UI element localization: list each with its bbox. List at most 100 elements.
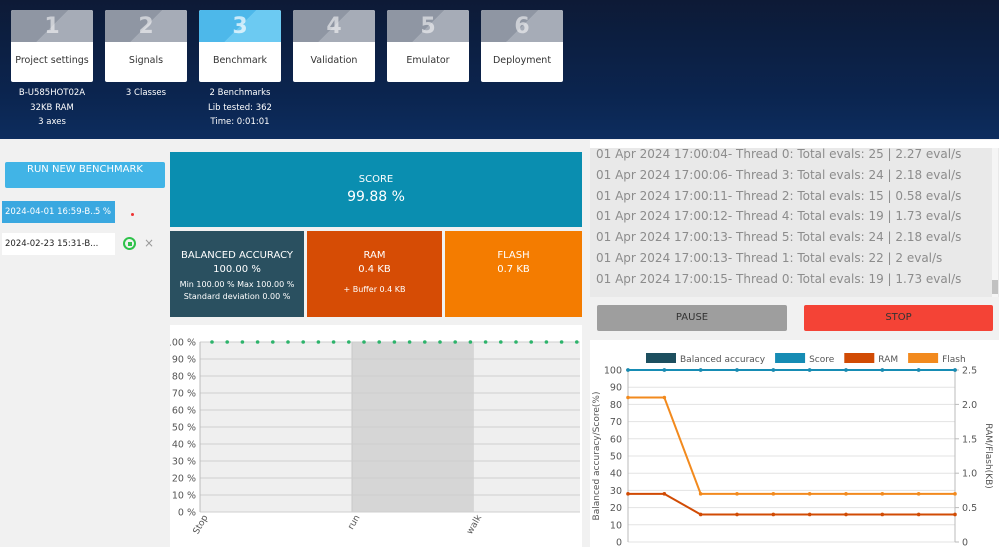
x-tick-label: walk	[465, 513, 484, 537]
y2-tick-label: 1.0	[962, 469, 977, 480]
y-tick-label: 70	[610, 417, 622, 428]
y2-tick-label: 2.0	[962, 400, 977, 411]
step-number: 1	[11, 10, 93, 42]
data-point	[953, 512, 957, 517]
data-point	[499, 340, 503, 344]
data-point	[807, 492, 812, 496]
y-tick-label: 0	[616, 538, 622, 547]
y-tick-label: 100 %	[170, 338, 196, 349]
data-point	[916, 492, 921, 496]
log-line: 01 Apr 2024 17:00:04- Thread 0: Total ev…	[596, 148, 962, 161]
series-line	[628, 492, 955, 516]
y2-tick-label: 0.5	[962, 503, 977, 514]
step-detail: B-U585HOT02A	[18, 88, 86, 98]
y-tick-label: 90	[610, 383, 622, 394]
data-point	[453, 340, 458, 344]
data-point	[844, 492, 848, 496]
ram-title: RAM	[363, 250, 386, 261]
flash-value: 0.7 KB	[497, 264, 530, 275]
y-tick-label: 100	[604, 366, 622, 377]
data-point	[407, 340, 412, 344]
step-card[interactable]: 6 Deployment	[481, 10, 563, 82]
y-tick-label: 80 %	[172, 372, 196, 383]
y-tick-label: 60 %	[172, 406, 196, 417]
data-point	[807, 512, 812, 517]
delete-icon[interactable]: ×	[144, 236, 155, 250]
legend-label: Flash	[942, 355, 966, 365]
step-detail: Lib tested: 362	[208, 102, 272, 113]
log-panel: 01 Apr 2024 17:00:04- Thread 0: Total ev…	[590, 148, 999, 297]
y-axis-title: Balanced accuracy/Score(%)	[592, 392, 602, 521]
y2-tick-label: 2.5	[962, 366, 977, 377]
status-dot	[131, 213, 134, 216]
step-number: 5	[387, 10, 469, 42]
data-point	[210, 340, 214, 344]
pause-button[interactable]: PAUSE	[597, 305, 787, 331]
y2-axis-title: RAM/Flash(KB)	[983, 423, 993, 489]
y-tick-label: 60	[610, 434, 622, 445]
done-icon-dot	[127, 241, 132, 246]
y-tick-label: 50 %	[172, 423, 196, 434]
y-tick-label: 90 %	[172, 355, 196, 366]
data-point	[698, 512, 703, 517]
log-line: 01 Apr 2024 17:00:13- Thread 5: Total ev…	[596, 230, 962, 245]
step-number: 3	[199, 10, 281, 42]
step-label: Validation	[310, 55, 358, 66]
ram-buffer: + Buffer 0.4 KB	[343, 285, 406, 294]
benchmark-label: 2024-02-23 15:31-B...	[5, 239, 99, 249]
stop-button[interactable]: STOP	[804, 305, 993, 331]
step-card[interactable]: 5 Emulator	[387, 10, 469, 82]
run-button[interactable]: RUN NEW BENCHMARK	[5, 162, 165, 188]
data-point	[514, 340, 518, 344]
flash-card: FLASH 0.7 KB	[445, 231, 582, 317]
step-number: 4	[293, 10, 375, 42]
data-point	[559, 340, 564, 344]
benchmark-item[interactable]: 2024-02-23 15:31-B...	[2, 233, 115, 255]
benchmark-item[interactable]: 2024-04-01 16:59-B... 5 %	[2, 201, 115, 223]
y-tick-label: 20 %	[172, 474, 196, 485]
data-point	[698, 368, 703, 372]
data-point	[735, 512, 739, 517]
legend-label: Balanced accuracy	[680, 355, 766, 365]
y2-tick-label: 0	[962, 538, 968, 547]
class-accuracy-chart: 0 % 10 % 20 % 30 % 40 % 50 % 60 % 70 % 80 % 90 % 1…	[170, 325, 582, 547]
data-point	[953, 368, 957, 372]
data-point	[240, 340, 245, 344]
data-point	[880, 512, 885, 517]
accuracy-title: BALANCED ACCURACY	[180, 250, 294, 261]
step-label: Signals	[128, 55, 164, 66]
step-card[interactable]: 4 Validation	[293, 10, 375, 82]
data-point	[771, 492, 776, 496]
data-point	[698, 492, 703, 496]
data-point	[392, 340, 397, 344]
benchmark-label: 2024-04-01 16:59-B...	[5, 207, 99, 217]
benchmark-progress: 5 %	[94, 207, 111, 217]
legend-swatch	[775, 353, 806, 363]
data-point	[529, 340, 533, 344]
data-point	[377, 340, 381, 344]
y-tick-label: 70 %	[172, 389, 196, 400]
step-card[interactable]: 2 Signals	[105, 10, 187, 82]
accuracy-value: 100.00 %	[213, 264, 261, 275]
score-card: SCORE 99.88 %	[170, 152, 582, 227]
data-point	[735, 368, 739, 372]
ram-card: RAM 0.4 KB + Buffer 0.4 KB	[307, 231, 442, 317]
step-detail: 2 Benchmarks	[209, 88, 271, 98]
data-point	[844, 368, 848, 372]
log-line: 01 Apr 2024 17:00:15- Thread 0: Total ev…	[596, 271, 962, 286]
data-point	[483, 340, 488, 344]
ram-value: 0.4 KB	[358, 264, 391, 275]
done-icon	[123, 237, 136, 250]
score-value: 99.88 %	[347, 189, 405, 205]
data-point	[347, 340, 351, 344]
step-card[interactable]: 1 Project settings	[11, 10, 93, 82]
data-point	[771, 368, 776, 372]
step-card[interactable]: 3 Benchmark	[199, 10, 281, 82]
step-number: 6	[481, 10, 563, 42]
step-detail: 32KB RAM	[30, 102, 74, 113]
scroll-thumb[interactable]	[992, 280, 998, 294]
divider	[590, 140, 999, 148]
data-point	[844, 512, 848, 517]
step-label: Deployment	[492, 55, 552, 66]
step-detail: 3 Classes	[125, 88, 167, 98]
